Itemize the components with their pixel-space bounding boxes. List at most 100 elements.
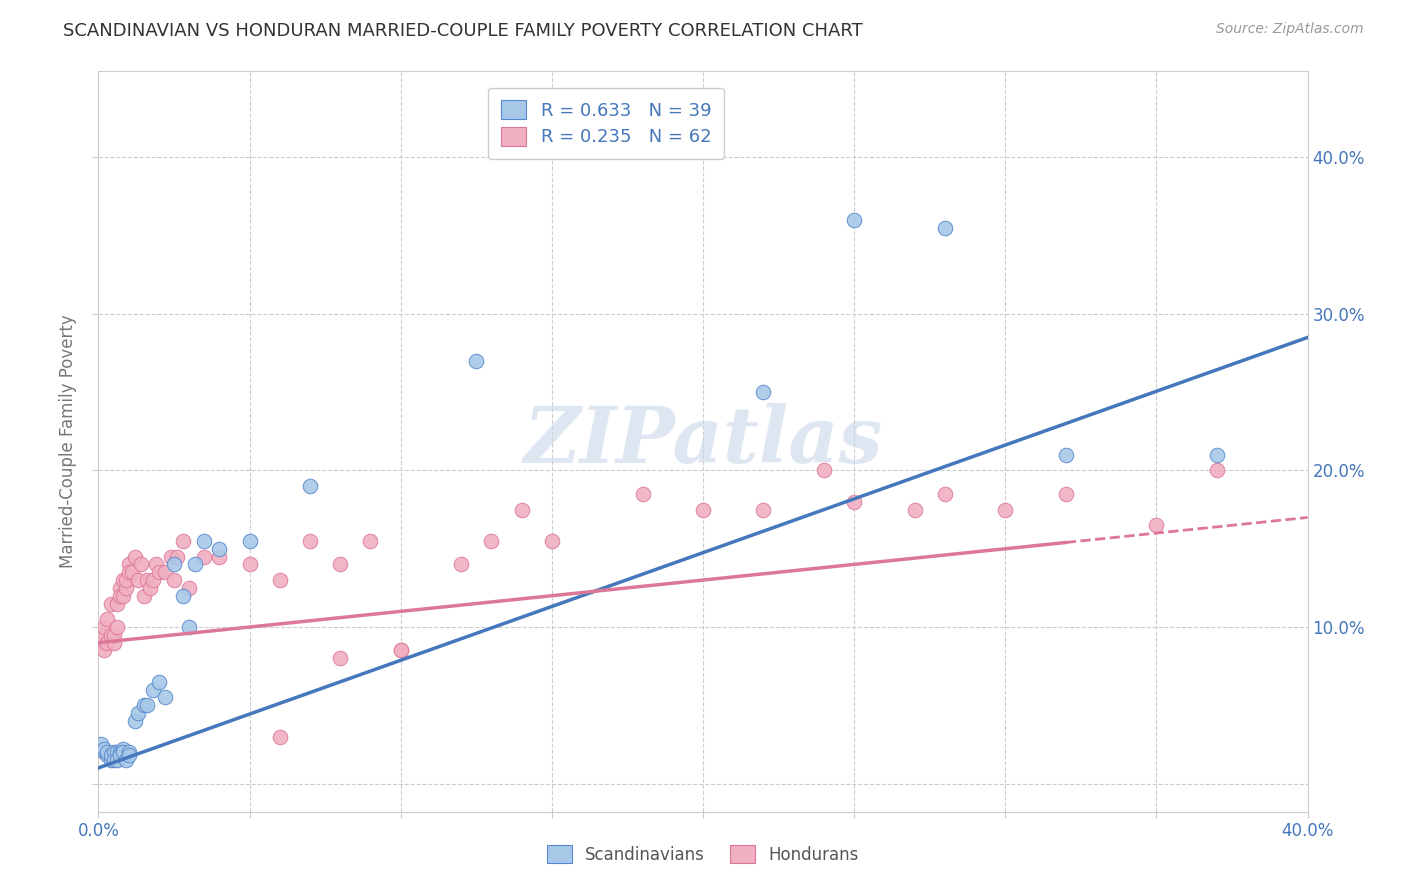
Point xyxy=(193,533,215,548)
Point xyxy=(142,682,165,697)
Point xyxy=(166,549,188,564)
Point xyxy=(108,589,131,603)
Point xyxy=(90,635,112,649)
Point xyxy=(1206,463,1229,477)
Point xyxy=(299,533,322,548)
Point xyxy=(269,730,291,744)
Point xyxy=(105,597,128,611)
Point xyxy=(103,753,125,767)
Point xyxy=(934,220,956,235)
Point xyxy=(108,745,131,759)
Point xyxy=(90,738,112,752)
Point xyxy=(111,742,134,756)
Point xyxy=(111,573,134,587)
Point xyxy=(179,620,201,634)
Legend: R = 0.633   N = 39, R = 0.235   N = 62: R = 0.633 N = 39, R = 0.235 N = 62 xyxy=(488,87,724,159)
Point xyxy=(100,748,122,763)
Point xyxy=(100,753,122,767)
Point xyxy=(813,463,835,477)
Point xyxy=(172,533,194,548)
Point xyxy=(100,628,122,642)
Point xyxy=(153,566,176,580)
Point xyxy=(96,748,118,763)
Point xyxy=(208,541,231,556)
Point xyxy=(108,581,131,595)
Point xyxy=(239,533,262,548)
Point xyxy=(105,753,128,767)
Point xyxy=(142,573,165,587)
Point xyxy=(692,502,714,516)
Point xyxy=(540,533,562,548)
Point xyxy=(96,635,118,649)
Point xyxy=(145,558,167,572)
Point xyxy=(179,581,201,595)
Point xyxy=(118,558,141,572)
Point xyxy=(124,714,146,728)
Point xyxy=(135,698,157,713)
Point xyxy=(93,620,115,634)
Legend: Scandinavians, Hondurans: Scandinavians, Hondurans xyxy=(540,838,866,871)
Y-axis label: Married-Couple Family Poverty: Married-Couple Family Poverty xyxy=(59,315,77,568)
Point xyxy=(132,589,155,603)
Point xyxy=(193,549,215,564)
Point xyxy=(124,549,146,564)
Point xyxy=(1206,448,1229,462)
Point xyxy=(844,213,866,227)
Text: ZIPatlas: ZIPatlas xyxy=(523,403,883,480)
Point xyxy=(90,628,112,642)
Point xyxy=(103,628,125,642)
Point xyxy=(994,502,1017,516)
Point xyxy=(96,612,118,626)
Point xyxy=(510,502,533,516)
Point xyxy=(160,549,183,564)
Point xyxy=(135,573,157,587)
Point xyxy=(93,745,115,759)
Point xyxy=(153,690,176,705)
Point xyxy=(163,573,186,587)
Point xyxy=(465,354,488,368)
Point xyxy=(114,573,136,587)
Point xyxy=(127,706,149,720)
Point xyxy=(93,643,115,657)
Text: SCANDINAVIAN VS HONDURAN MARRIED-COUPLE FAMILY POVERTY CORRELATION CHART: SCANDINAVIAN VS HONDURAN MARRIED-COUPLE … xyxy=(63,22,863,40)
Point xyxy=(163,558,186,572)
Point xyxy=(360,533,382,548)
Point xyxy=(114,753,136,767)
Point xyxy=(96,745,118,759)
Point xyxy=(299,479,322,493)
Point xyxy=(105,745,128,759)
Point xyxy=(208,549,231,564)
Point xyxy=(111,745,134,759)
Point xyxy=(108,748,131,763)
Point xyxy=(139,581,162,595)
Point xyxy=(239,558,262,572)
Point xyxy=(450,558,472,572)
Point xyxy=(934,487,956,501)
Point xyxy=(844,495,866,509)
Point xyxy=(329,651,352,665)
Point xyxy=(148,674,170,689)
Point xyxy=(752,502,775,516)
Point xyxy=(114,581,136,595)
Point xyxy=(129,558,152,572)
Point xyxy=(118,566,141,580)
Point xyxy=(1054,448,1077,462)
Point xyxy=(329,558,352,572)
Point xyxy=(752,385,775,400)
Point xyxy=(481,533,503,548)
Point xyxy=(103,635,125,649)
Point xyxy=(93,742,115,756)
Point xyxy=(1054,487,1077,501)
Point xyxy=(1144,518,1167,533)
Point xyxy=(118,748,141,763)
Point xyxy=(904,502,927,516)
Point xyxy=(184,558,207,572)
Point xyxy=(111,589,134,603)
Point xyxy=(148,566,170,580)
Point xyxy=(105,620,128,634)
Point xyxy=(103,745,125,759)
Point xyxy=(389,643,412,657)
Point xyxy=(389,643,412,657)
Point xyxy=(631,487,654,501)
Point xyxy=(172,589,194,603)
